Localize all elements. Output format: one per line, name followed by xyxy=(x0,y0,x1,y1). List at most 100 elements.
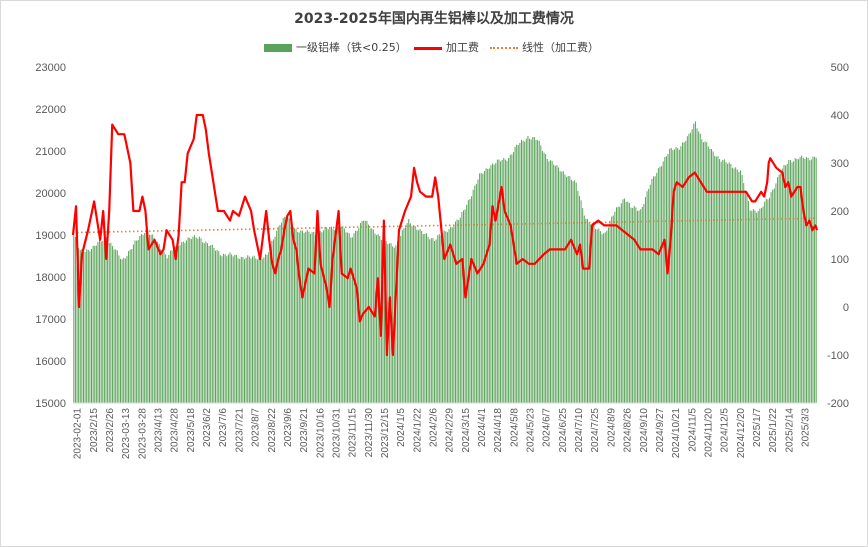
bar xyxy=(285,216,287,403)
bar xyxy=(501,159,503,403)
bar xyxy=(712,151,714,403)
bar xyxy=(690,132,692,403)
bar xyxy=(235,254,237,403)
bar xyxy=(702,142,704,403)
bar xyxy=(588,222,590,403)
x-axis-tick-label: 2024/4/18 xyxy=(493,408,504,453)
bar xyxy=(503,157,505,403)
legend-label-bars: 一级铝棒（铁<0.25） xyxy=(296,41,407,54)
bar xyxy=(616,207,618,403)
bar xyxy=(806,157,808,403)
bar xyxy=(142,235,144,403)
bar xyxy=(662,161,664,403)
bar xyxy=(669,148,671,403)
left-axis-tick-label: 23000 xyxy=(35,62,66,74)
bar xyxy=(556,165,558,403)
x-axis-tick-label: 2023/6/2 xyxy=(202,408,213,447)
bar xyxy=(704,141,706,403)
bar xyxy=(427,236,429,403)
bar xyxy=(664,157,666,403)
bar xyxy=(744,190,746,403)
legend-item-bars[interactable]: 一级铝棒（铁<0.25） xyxy=(264,40,407,56)
bar xyxy=(292,227,294,403)
bar xyxy=(417,230,419,403)
bar xyxy=(316,234,318,403)
bar xyxy=(239,259,241,403)
bar xyxy=(815,157,817,403)
bar xyxy=(490,165,492,403)
bar xyxy=(475,183,477,403)
bar xyxy=(361,220,363,403)
bar xyxy=(424,233,426,403)
bar xyxy=(527,135,529,404)
bar xyxy=(682,142,684,403)
bar xyxy=(102,241,104,403)
bar xyxy=(76,242,78,403)
bar xyxy=(326,227,328,403)
bar xyxy=(92,245,94,403)
x-axis-tick-label: 2024/7/25 xyxy=(590,408,601,453)
bar xyxy=(211,244,213,403)
bar xyxy=(132,244,134,403)
bar xyxy=(593,224,595,403)
legend: 一级铝棒（铁<0.25） 加工费 线性（加工费） xyxy=(0,40,868,56)
x-axis-tick-label: 2023/4/28 xyxy=(170,408,181,453)
bar xyxy=(466,204,468,403)
bar xyxy=(413,225,415,403)
bar xyxy=(163,251,165,403)
bar xyxy=(595,229,597,403)
bar xyxy=(801,155,803,403)
bar xyxy=(244,259,246,403)
bar xyxy=(780,173,782,403)
bar xyxy=(722,160,724,403)
right-axis-tick-label: 100 xyxy=(831,254,849,266)
bar xyxy=(95,245,97,403)
bar xyxy=(496,159,498,403)
bar xyxy=(725,162,727,403)
bar xyxy=(242,257,244,403)
bar xyxy=(208,245,210,403)
bar xyxy=(147,231,149,403)
legend-item-fee[interactable]: 加工费 xyxy=(414,40,479,56)
legend-swatch-bars xyxy=(264,44,292,52)
bar xyxy=(777,177,779,403)
bar xyxy=(440,235,442,403)
bar xyxy=(124,258,126,403)
x-axis-tick-label: 2023-03-28 xyxy=(137,408,148,460)
bar xyxy=(160,249,162,403)
bar xyxy=(73,235,75,403)
bar xyxy=(221,256,223,403)
bar xyxy=(601,234,603,403)
bar xyxy=(271,240,273,403)
left-axis-tick-label: 20000 xyxy=(35,188,66,200)
x-axis-tick-label: 2023-02-01 xyxy=(73,408,84,460)
bar xyxy=(587,219,589,403)
bar xyxy=(202,242,204,403)
bar xyxy=(748,200,750,403)
bar xyxy=(809,160,811,403)
bar xyxy=(793,161,795,403)
bar xyxy=(770,192,772,403)
bar xyxy=(258,257,260,403)
bar xyxy=(569,176,571,403)
bar xyxy=(347,232,349,403)
bar xyxy=(435,239,437,403)
bar xyxy=(308,231,310,403)
bar xyxy=(121,259,123,403)
bar xyxy=(234,254,236,403)
bar xyxy=(194,235,196,403)
bar xyxy=(743,183,745,403)
bar xyxy=(284,216,286,403)
bar xyxy=(575,182,577,403)
bar xyxy=(186,240,188,403)
x-axis-tick-label: 2024/1/5 xyxy=(396,408,407,447)
bar xyxy=(691,129,693,404)
legend-item-trend[interactable]: 线性（加工费） xyxy=(490,40,599,56)
x-axis-tick-label: 2024/5/23 xyxy=(526,408,537,453)
bar xyxy=(419,228,421,403)
bar xyxy=(126,255,128,403)
bar xyxy=(140,234,142,403)
bar xyxy=(356,230,358,403)
bar xyxy=(582,208,584,403)
bar xyxy=(756,212,758,403)
